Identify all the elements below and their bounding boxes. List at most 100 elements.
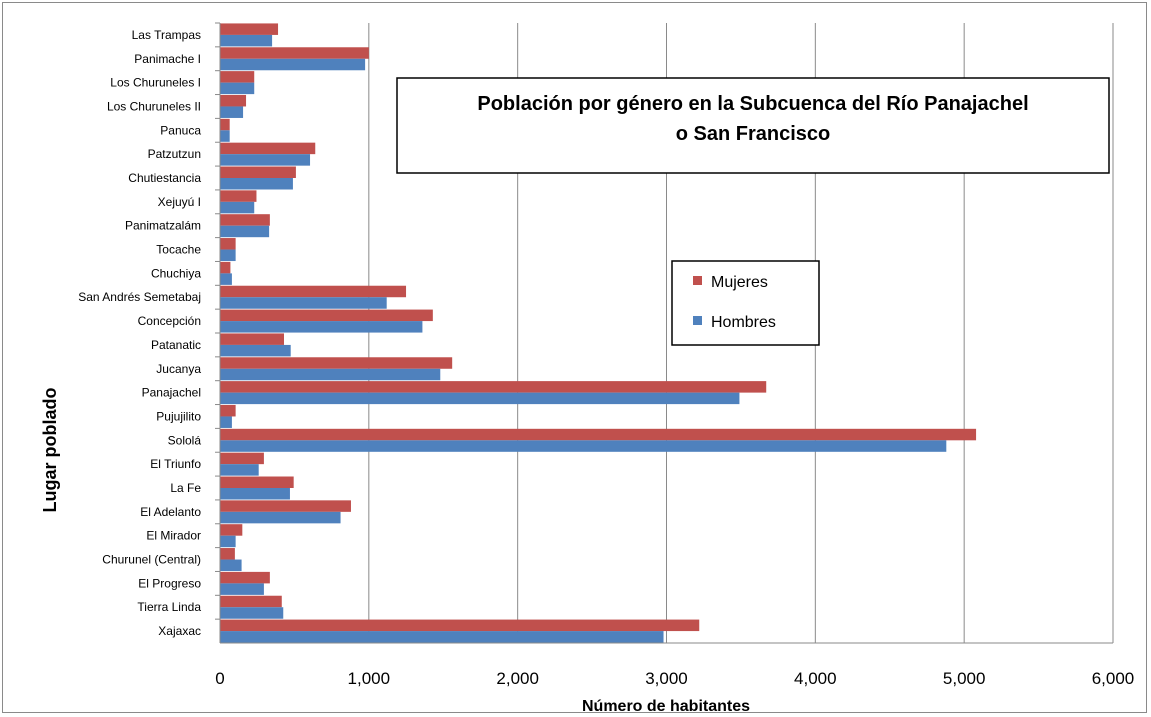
- category-label-pujujilito: Pujujilito: [156, 409, 201, 423]
- legend-label-hombres: Hombres: [711, 314, 776, 331]
- bar-hombres-pujujilito: [220, 416, 232, 428]
- category-labels: Las Trampas Panimache I Los Churuneles I Lo…: [78, 22, 220, 638]
- bar-hombres-jucanya: [220, 368, 441, 381]
- bar-hombres-las-trampas: [220, 34, 273, 47]
- category-label-el-mirador: El Mirador: [146, 529, 201, 543]
- bar-mujeres-el-progreso: [220, 571, 270, 584]
- category-label-xejuyu-i: Xejuyú I: [158, 195, 201, 209]
- category-label-solola: Sololá: [168, 433, 202, 447]
- x-axis-title: Número de habitantes: [582, 698, 750, 715]
- bar-hombres-tierra-linda: [220, 607, 284, 619]
- legend-swatch-hombres: [693, 316, 702, 325]
- bar-hombres-solola: [220, 440, 947, 452]
- bar-hombres-churunel-central: [220, 559, 242, 572]
- x-tick-label: 2,000: [496, 669, 539, 688]
- category-label-los-churuneles-i: Los Churuneles I: [110, 76, 201, 90]
- bar-mujeres-chutiestancia: [220, 166, 296, 178]
- bar-mujeres-churunel-central: [220, 548, 235, 560]
- x-tick-label: 3,000: [645, 669, 688, 688]
- category-label-jucanya: Jucanya: [156, 362, 201, 376]
- bar-hombres-panimatzalam: [220, 225, 270, 238]
- x-tick-label: 6,000: [1092, 669, 1135, 688]
- legend-swatch-mujeres: [693, 276, 702, 285]
- bar-hombres-la-fe: [220, 488, 290, 500]
- chart-title-line-1: Población por género en la Subcuenca del…: [477, 93, 1028, 115]
- legend-label-mujeres: Mujeres: [711, 274, 768, 291]
- bar-hombres-el-mirador: [220, 535, 236, 548]
- category-label-san-andres-semetabaj: San Andrés Semetabaj: [78, 290, 201, 304]
- x-tick-labels: 0 1,000 2,000 3,000 4,000 5,000 6,000: [215, 669, 1134, 688]
- category-label-las-trampas: Las Trampas: [132, 28, 201, 42]
- bars: [220, 23, 977, 643]
- x-tick-label: 0: [215, 669, 224, 688]
- bar-hombres-el-progreso: [220, 583, 264, 595]
- bar-mujeres-patanatic: [220, 333, 284, 345]
- bar-mujeres-panuca: [220, 118, 230, 131]
- bar-mujeres-el-adelanto: [220, 500, 351, 512]
- chart-title-line-2: o San Francisco: [676, 123, 831, 145]
- bar-hombres-xajaxac: [220, 631, 664, 643]
- category-label-panajachel: Panajachel: [142, 386, 201, 400]
- y-axis-title: Lugar poblado: [40, 388, 60, 513]
- x-tick-label: 1,000: [348, 669, 391, 688]
- bar-hombres-xejuyu-i: [220, 201, 255, 214]
- bar-mujeres-los-churuneles-ii: [220, 94, 247, 107]
- x-tick-label: 5,000: [943, 669, 986, 688]
- bar-mujeres-san-andres-semetabaj: [220, 285, 407, 298]
- bar-mujeres-las-trampas: [220, 23, 279, 35]
- x-tick-label: 4,000: [794, 669, 837, 688]
- category-label-tierra-linda: Tierra Linda: [137, 600, 201, 614]
- bar-hombres-panajachel: [220, 392, 740, 405]
- category-label-panimatzalam: Panimatzalám: [125, 219, 201, 233]
- bar-mujeres-el-mirador: [220, 524, 243, 536]
- bar-hombres-chuchiya: [220, 273, 232, 285]
- bar-mujeres-solola: [220, 428, 977, 441]
- category-label-chutiestancia: Chutiestancia: [128, 171, 201, 185]
- category-label-la-fe: La Fe: [170, 481, 201, 495]
- bar-mujeres-panimatzalam: [220, 214, 270, 226]
- category-label-concepcion: Concepción: [138, 314, 201, 328]
- bar-mujeres-panimache-i: [220, 47, 369, 59]
- chart-title-box: Población por género en la Subcuenca del…: [396, 77, 1110, 174]
- category-label-panuca: Panuca: [160, 123, 201, 137]
- legend: Mujeres Hombres: [671, 260, 820, 346]
- category-label-los-churuneles-ii: Los Churuneles II: [107, 99, 201, 113]
- bar-hombres-los-churuneles-ii: [220, 106, 244, 118]
- bar-hombres-panuca: [220, 130, 230, 142]
- bar-hombres-el-triunfo: [220, 464, 259, 476]
- category-label-xajaxac: Xajaxac: [158, 624, 201, 638]
- bar-hombres-el-adelanto: [220, 511, 341, 524]
- bar-mujeres-concepcion: [220, 309, 433, 322]
- bar-mujeres-jucanya: [220, 357, 453, 369]
- category-label-el-progreso: El Progreso: [138, 576, 201, 590]
- category-label-panimache-i: Panimache I: [134, 52, 201, 66]
- bar-mujeres-xajaxac: [220, 619, 700, 632]
- bar-mujeres-xejuyu-i: [220, 190, 257, 202]
- title-box-border: [396, 77, 1110, 174]
- bar-mujeres-chuchiya: [220, 261, 231, 274]
- bar-hombres-los-churuneles-i: [220, 82, 255, 95]
- bar-mujeres-los-churuneles-i: [220, 71, 255, 83]
- bar-hombres-concepcion: [220, 321, 423, 333]
- category-label-el-adelanto: El Adelanto: [140, 505, 201, 519]
- bar-mujeres-panajachel: [220, 381, 767, 393]
- bar-hombres-panimache-i: [220, 58, 366, 71]
- category-label-el-triunfo: El Triunfo: [150, 457, 201, 471]
- category-label-churunel-central: Churunel (Central): [102, 553, 201, 567]
- bar-mujeres-tocache: [220, 238, 236, 250]
- bar-mujeres-pujujilito: [220, 404, 236, 417]
- legend-border: [671, 260, 820, 346]
- category-label-patanatic: Patanatic: [151, 338, 201, 352]
- bar-hombres-san-andres-semetabaj: [220, 297, 387, 309]
- bar-mujeres-patzutzun: [220, 142, 316, 155]
- bar-mujeres-el-triunfo: [220, 452, 264, 465]
- bar-mujeres-la-fe: [220, 476, 294, 488]
- category-label-tocache: Tocache: [156, 243, 201, 257]
- category-label-chuchiya: Chuchiya: [151, 266, 201, 280]
- bar-hombres-patanatic: [220, 344, 291, 357]
- bar-hombres-chutiestancia: [220, 178, 293, 190]
- bar-mujeres-tierra-linda: [220, 595, 282, 608]
- category-label-patzutzun: Patzutzun: [148, 147, 201, 161]
